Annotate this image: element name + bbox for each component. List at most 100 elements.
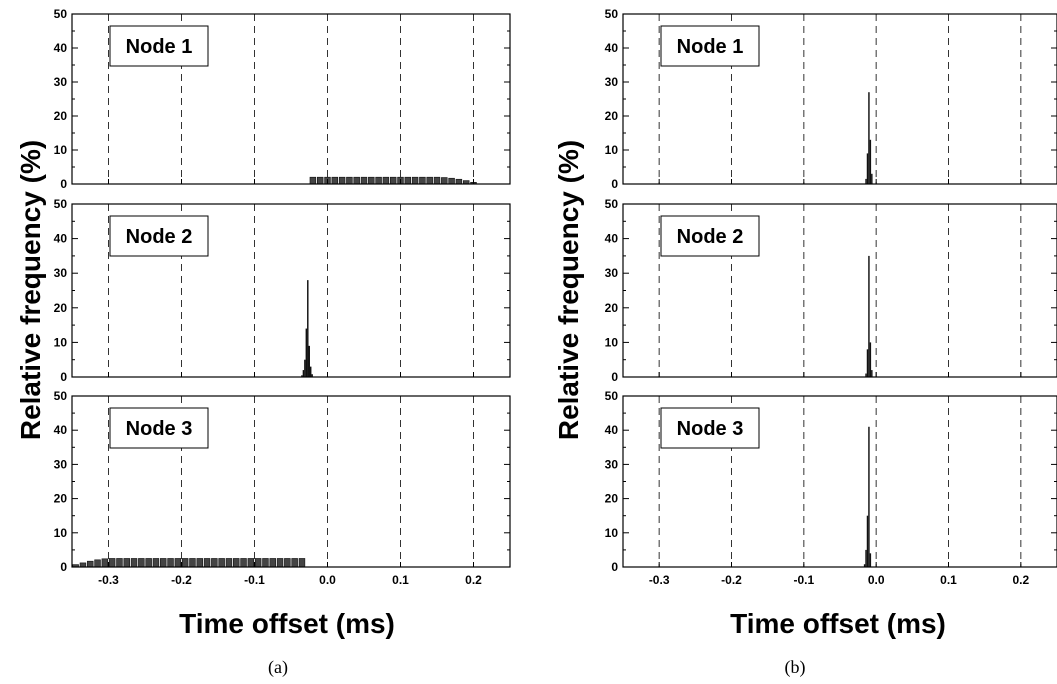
bar bbox=[108, 558, 116, 568]
panel-b-node1: 0 10 20 30 40 50 Node 1 bbox=[605, 7, 1057, 191]
x-tick-label: -0.2 bbox=[721, 573, 742, 587]
bar bbox=[254, 558, 262, 568]
bar bbox=[311, 374, 313, 377]
bar bbox=[152, 558, 160, 568]
panel-a-node2: 0 10 20 30 40 50 Node 2 bbox=[54, 197, 511, 384]
y-tick-label: 0 bbox=[60, 560, 67, 574]
bar bbox=[301, 375, 303, 377]
caption-b: (b) bbox=[785, 657, 806, 678]
bar bbox=[167, 558, 174, 568]
y-tick-label: 50 bbox=[54, 197, 68, 211]
y-axis-label-a: Relative frequency (%) bbox=[15, 140, 46, 440]
node-label: Node 3 bbox=[126, 418, 193, 440]
x-tick-label: 0.0 bbox=[319, 573, 336, 587]
bar bbox=[79, 562, 87, 568]
x-tick-label: -0.1 bbox=[793, 573, 814, 587]
panel-a-node1: 0 10 20 30 40 50 Node 1 bbox=[54, 7, 511, 191]
node-label: Node 2 bbox=[126, 226, 193, 248]
bar bbox=[426, 176, 433, 185]
y-tick-label: 10 bbox=[605, 335, 619, 349]
bar bbox=[305, 328, 308, 377]
bar bbox=[269, 558, 276, 568]
node-label-box bbox=[660, 407, 760, 449]
bar bbox=[196, 558, 203, 568]
bar bbox=[869, 342, 872, 377]
node-label: Node 1 bbox=[677, 36, 744, 58]
x-tick-label: -0.3 bbox=[98, 573, 119, 587]
y-tick-label: 40 bbox=[54, 423, 68, 437]
bar bbox=[353, 176, 360, 185]
y-axis-label-b: Relative frequency (%) bbox=[553, 140, 584, 440]
x-tick-label: 0.2 bbox=[465, 573, 482, 587]
bar bbox=[284, 558, 291, 568]
bar bbox=[868, 92, 870, 184]
x-tick-label: -0.1 bbox=[244, 573, 265, 587]
node-label-box bbox=[660, 215, 760, 257]
y-tick-label: 40 bbox=[54, 41, 68, 55]
y-tick-label: 50 bbox=[605, 197, 619, 211]
node-label-box bbox=[109, 25, 209, 67]
y-tick-label: 0 bbox=[60, 177, 67, 191]
bar bbox=[433, 176, 441, 185]
y-tick-label: 50 bbox=[54, 389, 68, 403]
bar bbox=[331, 176, 339, 185]
y-tick-label: 0 bbox=[611, 370, 618, 384]
bar bbox=[309, 366, 312, 377]
x-axis-label-b: Time offset (ms) bbox=[730, 608, 946, 639]
bar bbox=[866, 153, 869, 184]
bar bbox=[218, 558, 225, 568]
bar bbox=[94, 559, 101, 568]
bar bbox=[448, 177, 455, 185]
y-tick-label: 10 bbox=[605, 143, 619, 157]
bar bbox=[291, 558, 298, 568]
bar bbox=[411, 176, 419, 185]
bar bbox=[338, 176, 346, 185]
bar bbox=[382, 176, 390, 185]
bar bbox=[346, 176, 353, 185]
bar bbox=[101, 558, 109, 568]
y-tick-label: 40 bbox=[605, 232, 619, 246]
bar bbox=[307, 280, 309, 377]
bar bbox=[87, 560, 94, 568]
bar bbox=[174, 558, 182, 568]
bar bbox=[181, 558, 189, 568]
y-tick-label: 20 bbox=[54, 301, 68, 315]
caption-a: (a) bbox=[268, 657, 288, 678]
x-tick-label: 0.2 bbox=[1012, 573, 1029, 587]
bar bbox=[138, 558, 145, 568]
bar bbox=[130, 558, 138, 568]
bar bbox=[309, 176, 317, 185]
bar bbox=[160, 558, 167, 568]
x-tick-label: 0.0 bbox=[868, 573, 885, 587]
x-tick-label: -0.2 bbox=[171, 573, 192, 587]
y-tick-label: 20 bbox=[54, 109, 68, 123]
y-tick-label: 10 bbox=[54, 335, 68, 349]
bar bbox=[441, 177, 448, 185]
y-tick-label: 0 bbox=[611, 177, 618, 191]
bar bbox=[116, 558, 123, 568]
node-label: Node 1 bbox=[126, 36, 193, 58]
y-tick-label: 40 bbox=[54, 232, 68, 246]
node-label: Node 3 bbox=[677, 418, 744, 440]
panel-a-node3: 0 10 20 30 40 50 -0.3 -0.2 -0.1 0.0 0.1 0.2 Node 3 bbox=[54, 389, 511, 587]
y-tick-label: 40 bbox=[605, 423, 619, 437]
bar bbox=[262, 558, 269, 568]
y-tick-label: 0 bbox=[611, 560, 618, 574]
panels: 0 10 20 30 40 50 Node 1 0 10 20 30 40 50 Node 2 0 10 20 3… bbox=[54, 7, 1057, 587]
y-tick-label: 40 bbox=[605, 41, 619, 55]
bar bbox=[308, 345, 310, 377]
node-label: Node 2 bbox=[677, 226, 744, 248]
x-tick-label: -0.3 bbox=[649, 573, 670, 587]
y-tick-label: 50 bbox=[605, 7, 619, 21]
bar bbox=[389, 176, 397, 185]
bar bbox=[404, 176, 412, 185]
y-tick-label: 30 bbox=[54, 266, 68, 280]
bar bbox=[203, 558, 211, 568]
bar bbox=[360, 176, 368, 185]
node-label-box bbox=[660, 25, 760, 67]
bar bbox=[240, 558, 247, 568]
node-label-box bbox=[109, 215, 209, 257]
bar bbox=[211, 558, 218, 568]
bar bbox=[304, 359, 306, 377]
